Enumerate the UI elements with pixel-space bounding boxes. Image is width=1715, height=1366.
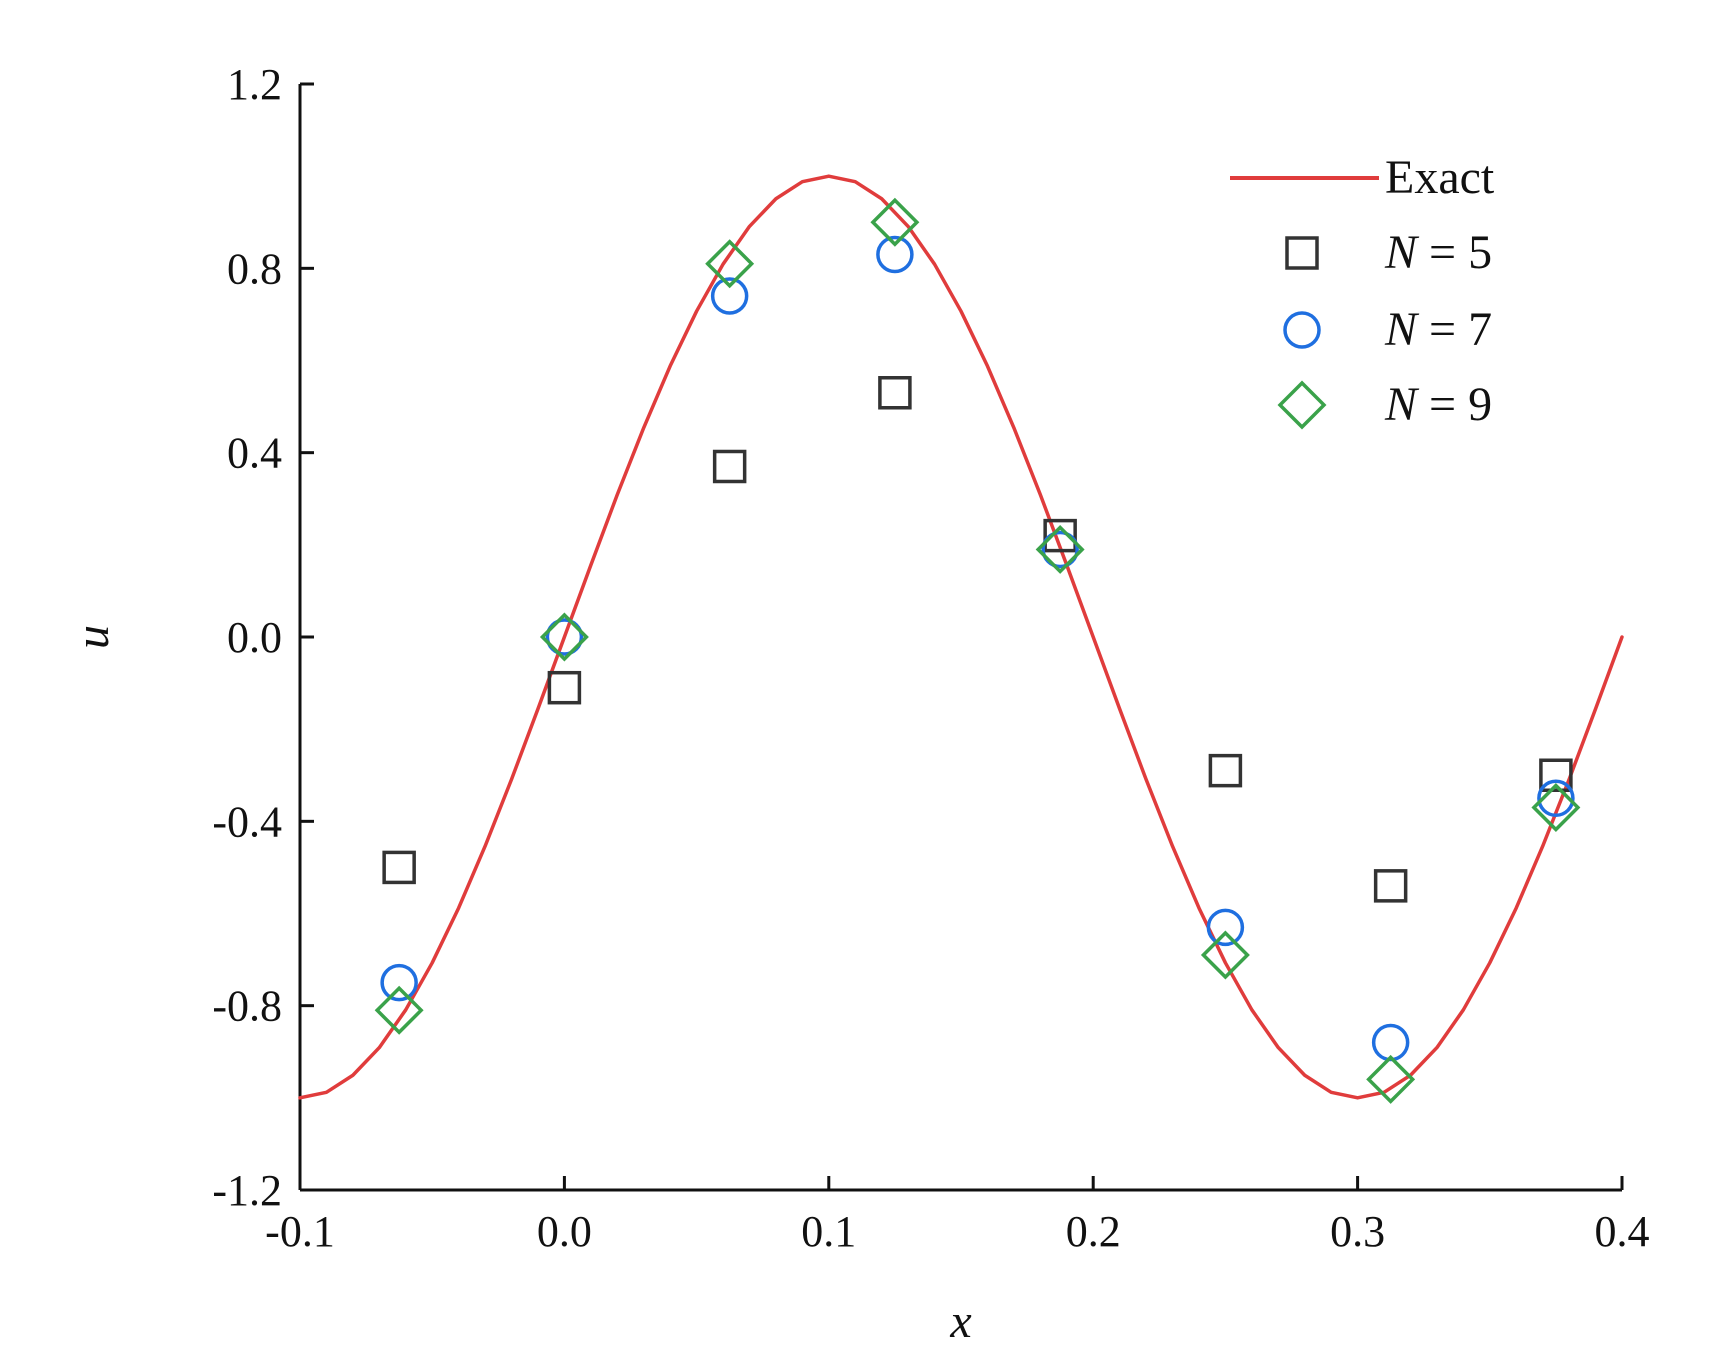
square-marker [1539,758,1573,792]
diamond-marker [870,197,920,247]
x-axis-title: x [949,1295,971,1348]
square-marker [1043,518,1077,553]
legend-item: N = 5 [1285,226,1492,279]
exact-curve-layer [298,174,1624,1100]
legend-item: N = 7 [1283,303,1492,356]
x-tick-label: -0.1 [265,1207,335,1256]
circle-marker [1371,1023,1410,1062]
legend-square-swatch [1285,236,1319,270]
legend-item: Exact [1230,151,1495,204]
y-tick-label: 0.0 [227,613,282,662]
circle-marker [380,963,418,1002]
y-tick-label: -1.2 [212,1166,282,1215]
square-marker [878,376,912,410]
x-tick-label: 0.4 [1595,1207,1650,1256]
legend-label: Exact [1385,151,1495,204]
y-tick-label: 0.4 [227,429,282,478]
circle-marker [1206,908,1245,947]
square-marker [1208,753,1243,788]
diamond-marker [374,985,424,1035]
diamond-marker [539,612,589,662]
y-axis-title: u [66,625,119,649]
y-tick-label: 0.8 [227,244,282,293]
circle-marker [710,277,749,315]
x-tick-label: 0.3 [1330,1207,1385,1256]
circle-marker [876,235,914,274]
series-n9-markers [374,197,1581,1104]
legend-label: N = 7 [1384,303,1492,356]
square-marker [547,670,582,705]
diamond-marker [1531,783,1581,832]
circle-marker [545,618,584,656]
x-tick-label: 0.1 [801,1207,856,1256]
diamond-marker [1035,524,1085,574]
y-tick-label: -0.4 [212,797,282,846]
x-tick-label: 0.2 [1066,1207,1121,1256]
legend-item: N = 9 [1277,378,1492,431]
diamond-marker [705,239,755,289]
marker-layer [374,197,1581,1104]
diamond-marker [1366,1054,1416,1104]
exact-curve [298,174,1624,1100]
y-tick-label: -0.8 [212,982,282,1031]
plot-axes: -0.1 0.0 0.1 0.2 0.3 0.4 -1.2 -0.8 -0.4 0.0 0.4 0.8… [66,60,1650,1348]
square-marker [382,850,416,885]
legend-label: N = 9 [1384,378,1492,431]
series-n5-markers [382,376,1573,903]
legend: Exact N = 5 N = 7 N = 9 [1230,151,1495,431]
series-n7-markers [380,235,1575,1062]
legend-circle-swatch [1283,311,1321,349]
circle-marker [1537,779,1575,818]
x-tick-label: 0.0 [537,1207,592,1256]
diamond-marker [1200,930,1250,980]
y-tick-label: 1.2 [227,60,282,109]
square-marker [712,449,747,484]
circle-marker [1041,530,1079,569]
legend-label: N = 5 [1384,226,1492,279]
square-marker [1373,869,1408,903]
legend-diamond-swatch [1277,380,1327,430]
